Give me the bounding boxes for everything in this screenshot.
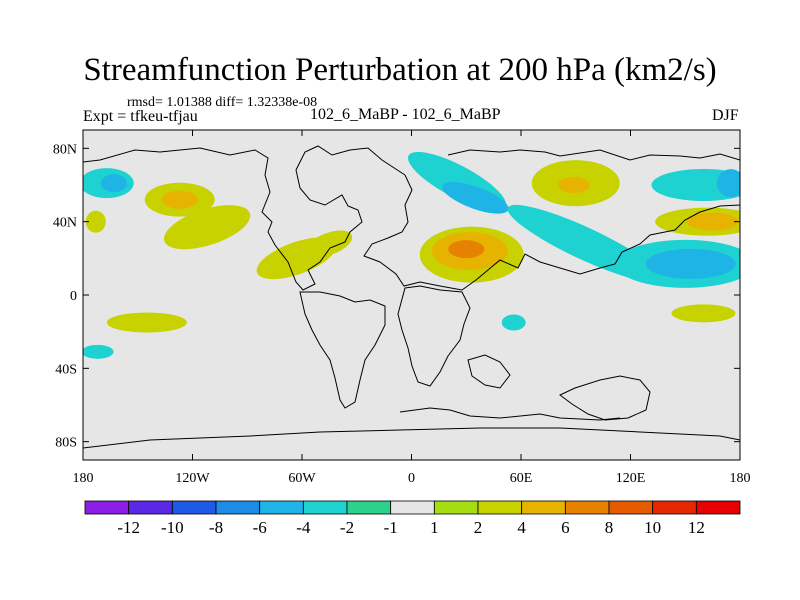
colorbar-label: 10 — [644, 518, 661, 537]
anomaly-contour — [501, 314, 526, 331]
colorbar-label: -6 — [253, 518, 267, 537]
y-tick-label: 40N — [53, 216, 77, 231]
x-tick-label: 120E — [616, 471, 646, 486]
colorbar-swatch — [652, 500, 697, 515]
colorbar-swatch — [171, 500, 217, 515]
anomaly-contour — [83, 344, 114, 359]
colorbar-label: -12 — [117, 518, 140, 537]
anomaly-contour — [306, 230, 353, 257]
colorbar-swatch — [477, 500, 523, 515]
colorbar-swatch — [564, 500, 610, 515]
y-tick-label: 40S — [55, 362, 77, 377]
anomaly-contour — [442, 182, 509, 214]
colorbar-swatch — [84, 500, 130, 515]
x-tick-label: 0 — [408, 471, 415, 486]
x-tick-label: 60E — [510, 471, 533, 486]
colorbar-swatch — [695, 500, 741, 515]
season-label: DJF — [712, 107, 739, 124]
experiment-label: Expt = tfkeu-tfjau — [83, 108, 198, 125]
stats-label: rmsd= 1.01388 diff= 1.32338e-08 — [127, 95, 318, 110]
colorbar-swatch — [128, 500, 173, 515]
colorbar-label: 1 — [430, 518, 439, 537]
colorbar-label: 6 — [561, 518, 570, 537]
anomaly-contour — [651, 169, 740, 201]
colorbar-label: 12 — [688, 518, 705, 537]
colorbar-label: -8 — [209, 518, 223, 537]
anomaly-contour — [101, 174, 128, 193]
anomaly-contour — [686, 212, 739, 231]
x-tick-label: 180 — [730, 471, 751, 486]
anomaly-contour — [106, 312, 187, 333]
coastline — [559, 375, 651, 421]
colorbar-label: 8 — [605, 518, 614, 537]
coastline — [363, 174, 740, 291]
anomaly-contour — [163, 205, 251, 250]
colorbar-swatch — [433, 500, 479, 515]
anomaly-contour — [645, 248, 736, 279]
colorbar-label: -1 — [384, 518, 398, 537]
coastline — [467, 354, 511, 389]
colorbar-swatch — [259, 500, 304, 515]
anomaly-contour — [671, 304, 736, 323]
colorbar-swatch — [346, 500, 392, 515]
y-tick-label: 80N — [53, 142, 77, 157]
colorbar-swatch — [521, 500, 566, 515]
colorbar-label: -2 — [340, 518, 354, 537]
x-tick-label: 60W — [288, 471, 316, 486]
colorbar-label: -10 — [161, 518, 184, 537]
anomaly-contour — [716, 169, 740, 198]
x-tick-label: 120W — [175, 471, 210, 486]
anomaly-contour — [85, 210, 106, 233]
coastline — [83, 145, 406, 291]
colorbar-swatch — [608, 500, 654, 515]
coastline — [447, 149, 740, 161]
coastline — [299, 291, 386, 409]
coastline — [399, 407, 621, 421]
y-tick-label: 80S — [55, 436, 77, 451]
coastline — [397, 285, 471, 387]
x-tick-label: 180 — [73, 471, 94, 486]
colorbar-label: 4 — [517, 518, 526, 537]
colorbar-swatch — [302, 500, 348, 515]
colorbar-label: -4 — [296, 518, 311, 537]
anomaly-contour — [557, 177, 590, 193]
chart-title: Streamfunction Perturbation at 200 hPa (… — [83, 52, 717, 88]
colorbar-swatch — [215, 500, 261, 515]
anomaly-contour — [161, 190, 198, 209]
run-label: 102_6_MaBP - 102_6_MaBP — [310, 106, 501, 123]
colorbar-swatch — [390, 500, 435, 515]
coastline — [83, 427, 740, 449]
colorbar-label: 2 — [474, 518, 483, 537]
y-tick-label: 0 — [70, 289, 77, 304]
anomaly-contour — [448, 240, 485, 259]
